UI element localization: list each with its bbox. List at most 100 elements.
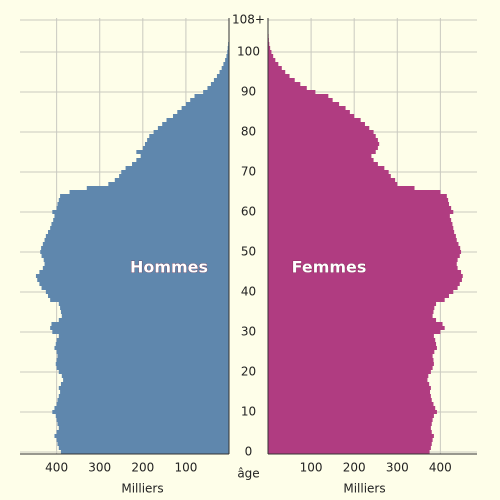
bar [268,142,380,146]
y-tick-label: 100 [237,45,260,59]
bar [268,170,389,174]
y-tick-label: 0 [245,445,253,459]
bar [268,110,350,114]
bar [56,418,230,422]
bar [52,330,230,334]
bar [268,230,455,234]
bar [121,170,229,174]
bar [54,406,229,410]
bar [56,206,230,210]
bar [268,270,462,274]
bar [57,398,229,402]
bar [60,194,229,198]
bar [41,286,230,290]
bar [157,126,229,130]
y-tick-label: 30 [241,325,256,339]
bar [56,430,230,434]
bar [60,310,230,314]
y-tick-label: 50 [241,245,256,259]
bar [268,62,279,66]
bar [268,122,365,126]
bar [268,338,436,342]
bar [56,338,230,342]
bar [56,438,230,442]
bar [268,42,270,46]
bar [268,162,378,166]
bar [50,326,229,330]
bar [268,274,463,278]
x-axis-label: Milliers [343,482,385,496]
bar [268,210,454,214]
bar [54,346,229,350]
bar [41,246,229,250]
bar [166,118,229,122]
bar [136,158,229,162]
bar [268,158,374,162]
bar [268,246,461,250]
bar [268,442,432,446]
bar [268,422,432,426]
y-tick-label: 60 [241,205,256,219]
bar [268,130,374,134]
bar [268,194,447,198]
bar [268,150,376,154]
bar [268,370,431,374]
bar [50,298,229,302]
bar [58,302,229,306]
bar [86,186,229,190]
bar [44,238,230,242]
bar [60,306,229,310]
bar [144,142,229,146]
x-tick-label: 300 [88,461,111,475]
bar [213,78,229,82]
bar [268,426,431,430]
bar [44,262,230,266]
bar [210,82,229,86]
x-tick-label: 400 [429,461,452,475]
bar [56,402,230,406]
y-tick-label: 108+ [232,13,265,27]
bar [268,306,435,310]
bar [61,314,229,318]
bar [268,102,340,106]
bar [268,94,329,98]
bar [56,358,230,362]
bar [51,222,229,226]
bar [268,362,434,366]
bar [268,314,433,318]
bar [268,286,458,290]
bar [45,290,230,294]
bar [268,106,346,110]
bar [268,430,432,434]
bar [268,118,361,122]
bar [268,434,434,438]
bar [153,130,229,134]
bar [268,354,433,358]
bar [58,334,229,338]
bar [43,258,229,262]
y-axis-label: âge [237,467,259,481]
bar [268,182,398,186]
bar [268,98,333,102]
bar [268,174,391,178]
bar [194,94,229,98]
bar [136,150,229,154]
y-tick-label: 70 [241,165,256,179]
bar [268,382,430,386]
bar [268,90,316,94]
bar [268,378,428,382]
x-tick-label: 300 [386,461,409,475]
bar [57,354,229,358]
bar [268,298,445,302]
bar [268,58,276,62]
bar [268,198,449,202]
bar [162,122,229,126]
bar [203,90,229,94]
bar [268,334,434,338]
bar [227,46,229,50]
bar [268,202,449,206]
bar [50,226,229,230]
bar [268,178,396,182]
bar [51,322,229,326]
